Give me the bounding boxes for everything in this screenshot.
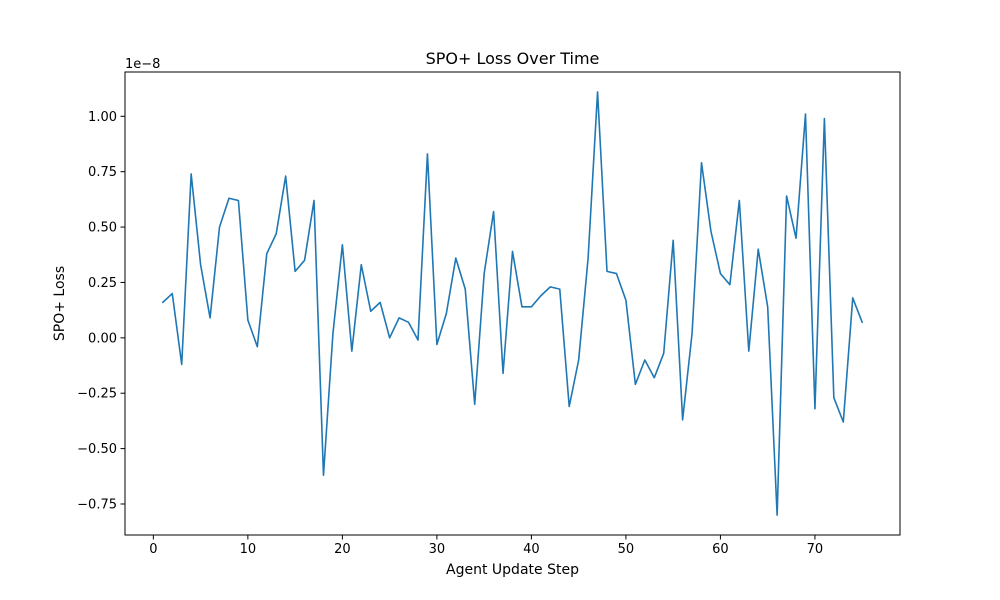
y-tick-label: −0.25 <box>77 387 117 402</box>
y-tick-label: −0.50 <box>77 442 117 457</box>
x-axis-label: Agent Update Step <box>446 562 579 578</box>
x-tick-label: 10 <box>240 542 257 557</box>
y-tick-label: 0.00 <box>88 331 117 346</box>
x-tick-label: 40 <box>523 542 540 557</box>
chart-title: SPO+ Loss Over Time <box>426 49 600 68</box>
y-tick-label: 0.25 <box>88 276 117 291</box>
y-axis-label: SPO+ Loss <box>52 266 68 341</box>
x-axis-ticks: 0 10 20 30 40 50 60 70 <box>149 535 823 557</box>
y-offset-label: 1e−8 <box>125 57 160 72</box>
x-tick-label: 20 <box>334 542 351 557</box>
y-tick-label: 0.75 <box>88 165 117 180</box>
series-line-0 <box>162 91 864 516</box>
x-tick-label: 50 <box>618 542 635 557</box>
x-tick-label: 70 <box>807 542 824 557</box>
y-tick-label: −0.75 <box>77 497 117 512</box>
y-axis-ticks: −0.75 −0.50 −0.25 0.00 0.25 0.50 0.75 1.00 <box>77 110 125 512</box>
plot-frame <box>124 71 901 536</box>
y-tick-label: 1.00 <box>88 110 117 125</box>
x-tick-label: 30 <box>429 542 446 557</box>
plot-series <box>162 91 864 516</box>
x-tick-label: 0 <box>149 542 157 557</box>
y-tick-label: 0.50 <box>88 221 117 236</box>
x-tick-label: 60 <box>712 542 729 557</box>
